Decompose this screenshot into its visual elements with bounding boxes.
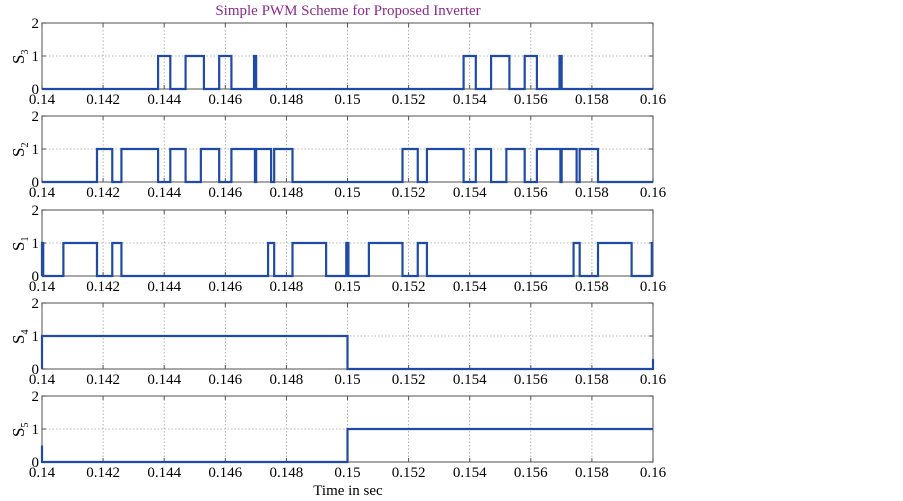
- x-tick-label: 0.152: [392, 92, 426, 108]
- x-tick-label: 0.146: [208, 92, 242, 108]
- y-axis-label: S2: [9, 143, 31, 157]
- x-tick-label: 0.158: [575, 185, 609, 201]
- x-tick-label: 0.146: [208, 465, 242, 481]
- x-tick-label: 0.142: [86, 465, 120, 481]
- x-tick-label: 0.16: [640, 279, 667, 295]
- x-tick-label: 0.14: [29, 92, 56, 108]
- x-tick-label: 0.15: [334, 185, 360, 201]
- signal-trace: [40, 334, 655, 371]
- y-axis-label: S1: [9, 237, 31, 251]
- x-tick-label: 0.152: [392, 185, 426, 201]
- x-tick-label: 0.14: [29, 279, 56, 295]
- x-tick-label: 0.16: [640, 372, 667, 388]
- x-tick-label: 0.142: [86, 372, 120, 388]
- x-tick-label: 0.146: [208, 279, 242, 295]
- x-tick-label: 0.148: [270, 279, 304, 295]
- x-tick-label: 0.154: [453, 372, 487, 388]
- x-tick-label: 0.14: [29, 465, 56, 481]
- y-axis-label: S3: [9, 50, 31, 64]
- x-tick-label: 0.158: [575, 372, 609, 388]
- chart-title: Simple PWM Scheme for Proposed Inverter: [215, 3, 480, 19]
- x-tick-label: 0.156: [514, 372, 548, 388]
- x-tick-label: 0.144: [147, 185, 181, 201]
- x-tick-label: 0.154: [453, 465, 487, 481]
- x-tick-label: 0.142: [86, 92, 120, 108]
- x-tick-label: 0.148: [270, 372, 304, 388]
- x-tick-label: 0.156: [514, 92, 548, 108]
- y-tick-label: 1: [32, 236, 40, 252]
- x-tick-label: 0.16: [640, 465, 667, 481]
- y-tick-label: 2: [32, 109, 40, 125]
- x-tick-label: 0.144: [147, 465, 181, 481]
- y-tick-label: 0: [32, 269, 40, 285]
- x-tick-label: 0.15: [334, 279, 360, 295]
- x-tick-label: 0.148: [270, 92, 304, 108]
- x-tick-label: 0.14: [29, 372, 56, 388]
- x-tick-label: 0.154: [453, 92, 487, 108]
- x-tick-label: 0.144: [147, 279, 181, 295]
- x-tick-label: 0.16: [640, 92, 667, 108]
- x-tick-label: 0.142: [86, 279, 120, 295]
- x-tick-label: 0.158: [575, 465, 609, 481]
- x-tick-label: 0.154: [453, 279, 487, 295]
- x-tick-label: 0.152: [392, 372, 426, 388]
- x-tick-label: 0.146: [208, 185, 242, 201]
- x-tick-label: 0.15: [334, 465, 360, 481]
- x-tick-label: 0.144: [147, 92, 181, 108]
- x-tick-label: 0.152: [392, 279, 426, 295]
- x-tick-label: 0.156: [514, 279, 548, 295]
- y-tick-label: 0: [32, 175, 40, 191]
- x-tick-label: 0.14: [29, 185, 56, 201]
- y-axis-label: S4: [9, 330, 31, 344]
- subplots-group: 0.14 0.142 0.144 0.146 0.148 0.15 0.152 0.154 0.…: [9, 16, 667, 481]
- x-tick-label: 0.154: [453, 185, 487, 201]
- y-axis-label: S5: [9, 423, 31, 437]
- y-tick-label: 2: [32, 296, 40, 312]
- y-tick-label: 2: [32, 16, 40, 32]
- y-tick-label: 2: [32, 389, 40, 405]
- y-tick-label: 0: [32, 82, 40, 98]
- y-tick-label: 0: [32, 362, 40, 378]
- x-tick-label: 0.148: [270, 185, 304, 201]
- x-tick-label: 0.156: [514, 465, 548, 481]
- x-tick-label: 0.158: [575, 279, 609, 295]
- y-tick-label: 2: [32, 203, 40, 219]
- y-tick-label: 1: [32, 142, 40, 158]
- y-tick-label: 1: [32, 422, 40, 438]
- signal-trace: [42, 54, 653, 91]
- x-tick-label: 0.158: [575, 92, 609, 108]
- x-tick-label: 0.142: [86, 185, 120, 201]
- x-tick-label: 0.15: [334, 92, 360, 108]
- subplot-s5: 0.14 0.142 0.144 0.146 0.148 0.15 0.152 0.154 0.…: [9, 389, 667, 481]
- signal-trace: [40, 241, 653, 278]
- x-axis-label: Time in sec: [313, 483, 383, 499]
- x-tick-label: 0.144: [147, 372, 181, 388]
- y-tick-label: 0: [32, 455, 40, 471]
- x-tick-label: 0.16: [640, 185, 667, 201]
- y-tick-label: 1: [32, 329, 40, 345]
- x-tick-label: 0.152: [392, 465, 426, 481]
- signal-trace: [42, 147, 653, 184]
- subplot-s2: 0.14 0.142 0.144 0.146 0.148 0.15 0.152 0.154 0.…: [9, 109, 667, 201]
- signal-trace: [40, 427, 653, 464]
- x-tick-label: 0.156: [514, 185, 548, 201]
- subplot-s3: 0.14 0.142 0.144 0.146 0.148 0.15 0.152 0.154 0.…: [9, 16, 667, 108]
- subplot-s4: 0.14 0.142 0.144 0.146 0.148 0.15 0.152 0.154 0.…: [9, 296, 667, 388]
- x-tick-label: 0.148: [270, 465, 304, 481]
- x-tick-label: 0.146: [208, 372, 242, 388]
- x-tick-label: 0.15: [334, 372, 360, 388]
- subplot-s1: 0.14 0.142 0.144 0.146 0.148 0.15 0.152 0.154 0.…: [9, 203, 667, 295]
- y-tick-label: 1: [32, 49, 40, 65]
